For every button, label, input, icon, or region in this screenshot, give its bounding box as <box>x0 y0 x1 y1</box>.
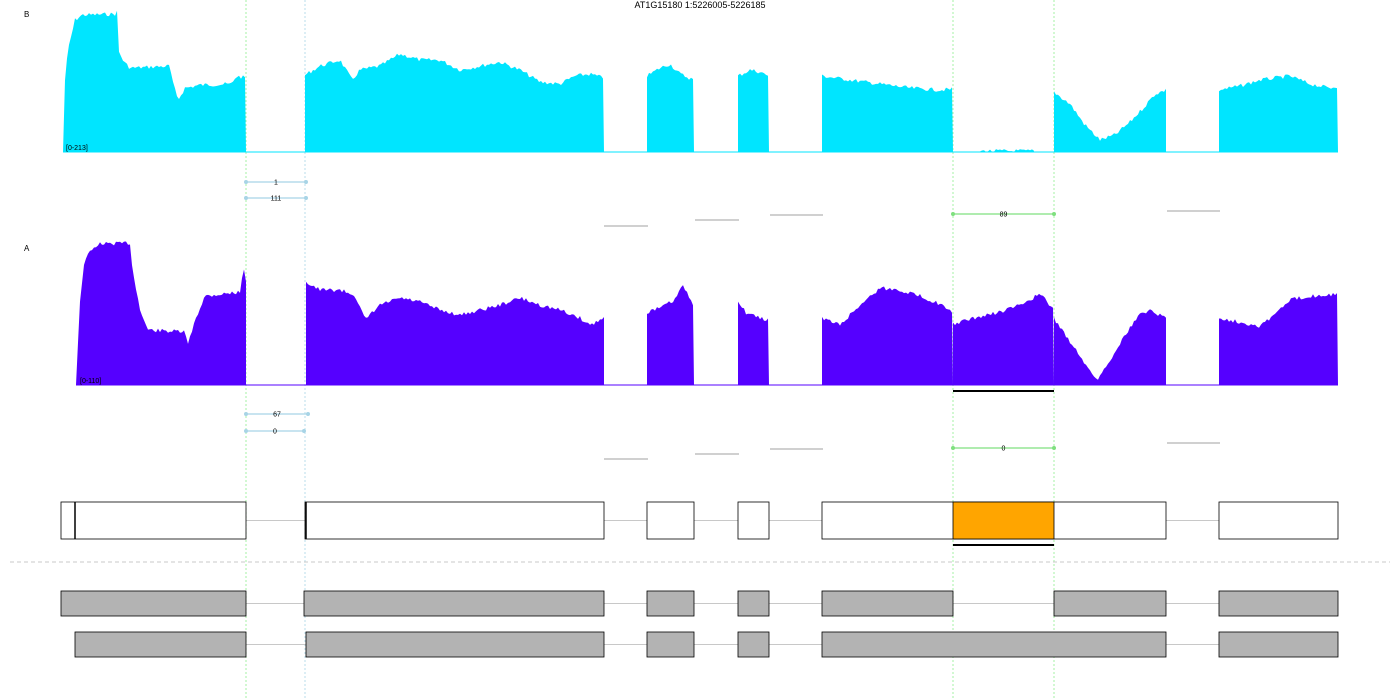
junction-a-2-start <box>244 429 248 433</box>
junction-a-1-start <box>244 412 248 416</box>
junction-b-1-end <box>304 180 308 184</box>
event-model-exon-0 <box>60 501 247 540</box>
event-model-exon-1 <box>304 501 605 540</box>
track-label-b: B <box>24 10 29 19</box>
junction-b-1-start <box>244 180 248 184</box>
junction-a-3-end <box>1052 446 1056 450</box>
range-label-b: [0-213] <box>66 145 88 152</box>
track-label-a: A <box>24 244 30 253</box>
transcript-2 <box>74 631 1339 658</box>
junction-a-1-label: 67 <box>273 412 281 419</box>
junction-a-3: 0 <box>951 446 1056 453</box>
junction-b-2: 111 <box>244 196 308 203</box>
junction-b-3-end <box>1052 212 1056 216</box>
highlight-exon <box>952 501 1055 540</box>
event-model-exon-2 <box>646 501 695 540</box>
coverage-area-b <box>63 10 1338 152</box>
transcript-1-exon-6 <box>1218 590 1339 617</box>
junction-a-3-start <box>951 446 955 450</box>
transcript-2-exon-0 <box>74 631 247 658</box>
transcript-2-exon-3 <box>737 631 770 658</box>
transcript-2-exon-2 <box>646 631 695 658</box>
junction-b-2-end <box>304 196 308 200</box>
junction-a-1: 67 <box>244 412 310 419</box>
transcript-2-exon-1 <box>305 631 605 658</box>
junction-b-3-start <box>951 212 955 216</box>
junction-b-3-label: 89 <box>1000 212 1008 219</box>
junction-a-1-end <box>306 412 310 416</box>
junction-b-1: 1 <box>244 180 308 187</box>
coverage-area-a <box>76 241 1338 385</box>
event-model-exon-5 <box>1218 501 1339 540</box>
junction-b-3: 89 <box>951 212 1056 219</box>
junction-a-2-end <box>302 429 306 433</box>
junction-a-3-label: 0 <box>1002 446 1006 453</box>
transcript-1 <box>60 590 1339 617</box>
junction-b-1-label: 1 <box>274 180 278 187</box>
junction-a-2-label: 0 <box>273 429 277 436</box>
junction-b-2-start <box>244 196 248 200</box>
range-label-a: [0-110] <box>80 378 101 385</box>
transcript-1-exon-1 <box>303 590 605 617</box>
junction-a-2: 0 <box>244 429 306 436</box>
event-model-exon-3 <box>737 501 770 540</box>
transcript-1-exon-5 <box>1053 590 1167 617</box>
transcript-1-exon-4 <box>821 590 954 617</box>
junction-b-2-label: 111 <box>271 196 282 203</box>
coverage-tracks <box>63 10 1338 546</box>
plot-title: AT1G15180 1:5226005-5226185 <box>635 0 766 10</box>
transcript-2-exon-4 <box>821 631 1167 658</box>
transcript-1-exon-0 <box>60 590 247 617</box>
transcript-1-exon-3 <box>737 590 770 617</box>
transcript-2-exon-5 <box>1218 631 1339 658</box>
transcript-models <box>60 501 1339 658</box>
transcript-1-exon-2 <box>646 590 695 617</box>
event-model <box>60 501 1339 540</box>
